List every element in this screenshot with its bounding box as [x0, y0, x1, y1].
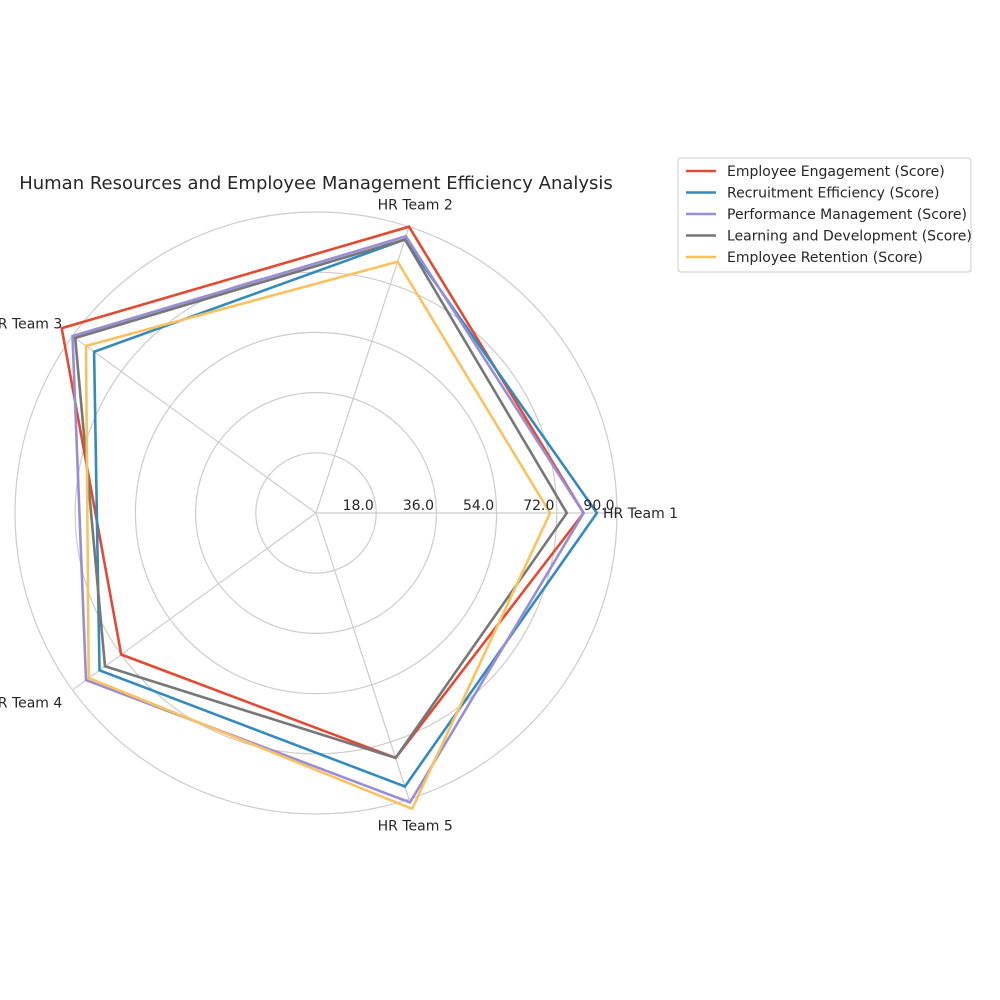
legend-entry: Employee Retention (Score): [727, 250, 923, 266]
category-label: HR Team 3: [0, 316, 62, 332]
category-label: HR Team 4: [0, 696, 62, 712]
legend-entry: Performance Management (Score): [727, 207, 967, 223]
series-line: [71, 234, 586, 804]
radial-tick-label: 54.0: [463, 498, 494, 514]
radial-tick-label: 18.0: [343, 498, 374, 514]
legend-entry: Recruitment Efficiency (Score): [727, 186, 940, 202]
legend-entry: Employee Engagement (Score): [727, 164, 945, 180]
grid-spoke: [72, 335, 317, 514]
grid-spoke: [72, 512, 317, 691]
legend-entry: Learning and Development (Score): [727, 229, 972, 245]
series-lines: [60, 225, 599, 811]
chart-title: Human Resources and Employee Management …: [19, 173, 613, 194]
radial-tick-label: 36.0: [403, 498, 434, 514]
category-label: HR Team 2: [378, 198, 453, 214]
category-label: HR Team 1: [603, 506, 678, 522]
series-line: [84, 260, 552, 811]
radial-tick-label: 90.0: [583, 498, 614, 514]
legend: Employee Engagement (Score) Recruitment E…: [677, 157, 972, 273]
category-labels: HR Team 1 HR Team 2 HR Team 3 HR Team 4 HR T…: [0, 198, 678, 835]
series-line: [60, 225, 586, 760]
legend-frame: [677, 157, 972, 273]
grid-spoke: [315, 512, 410, 800]
radial-tick-label: 72.0: [523, 498, 554, 514]
grid-spoke: [315, 226, 410, 514]
category-label: HR Team 5: [378, 818, 453, 834]
series-line: [73, 237, 569, 760]
radial-ticks: 18.0 36.0 54.0 72.0 90.0: [343, 498, 615, 514]
